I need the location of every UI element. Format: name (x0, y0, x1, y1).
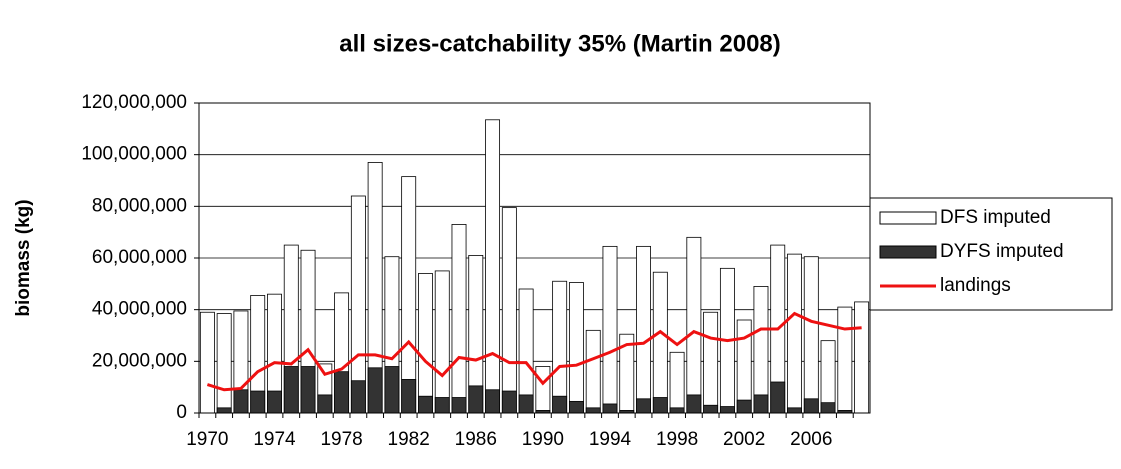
bar (233, 389, 249, 414)
x-tick-label: 1974 (253, 429, 296, 450)
bar (451, 224, 467, 414)
bar (703, 404, 719, 414)
legend-label: landings (940, 275, 1011, 296)
y-axis-label: biomass (kg) (13, 199, 34, 316)
bar (719, 406, 735, 414)
bar (703, 311, 719, 414)
bar (384, 366, 400, 414)
chart-title: all sizes-catchability 35% (Martin 2008) (339, 30, 781, 57)
bar (434, 270, 450, 414)
bar (854, 301, 870, 414)
y-tick-label: 100,000,000 (81, 144, 187, 165)
bar (803, 256, 819, 414)
bar (753, 286, 769, 414)
bar (585, 407, 601, 414)
bar (636, 398, 651, 414)
y-tick-label: 60,000,000 (92, 247, 187, 268)
bar (820, 402, 836, 414)
x-tick-label: 1978 (320, 429, 362, 450)
bar (518, 288, 534, 414)
bar (535, 366, 551, 414)
bar (803, 398, 819, 414)
bar (501, 207, 517, 414)
bar (636, 245, 651, 414)
bar (300, 366, 316, 414)
y-tick-label: 0 (176, 402, 187, 423)
bar (602, 245, 618, 414)
bar (568, 282, 584, 414)
bar (468, 385, 484, 414)
bar (485, 389, 501, 414)
bar (669, 407, 685, 414)
y-tick-label: 40,000,000 (92, 299, 187, 320)
bar (334, 371, 350, 414)
bar (753, 394, 769, 414)
bar (401, 379, 417, 414)
bar (199, 311, 215, 414)
bar (401, 176, 417, 414)
bar (669, 351, 685, 414)
y-tick-label: 120,000,000 (81, 92, 187, 113)
x-tick-label: 2002 (723, 429, 765, 450)
bar (602, 403, 618, 414)
bar (216, 313, 232, 414)
bar (350, 380, 366, 414)
x-tick-label: 2006 (790, 429, 832, 450)
bar (770, 381, 786, 414)
bar (485, 119, 501, 414)
bar (652, 271, 668, 414)
bar (787, 253, 802, 414)
bar (820, 340, 836, 414)
bar (787, 407, 802, 414)
legend-label: DYFS imputed (940, 241, 1064, 262)
x-tick-label: 1998 (656, 429, 698, 450)
x-tick-label: 1994 (589, 429, 632, 450)
bar (317, 394, 333, 414)
bar (552, 395, 568, 414)
bar (418, 273, 433, 414)
legend-label: DFS imputed (940, 207, 1051, 228)
bar (216, 407, 232, 414)
legend-swatch (879, 245, 937, 259)
x-tick-label: 1986 (455, 429, 497, 450)
bar (652, 397, 668, 414)
bar (736, 399, 752, 414)
bar (585, 329, 601, 414)
bar (518, 394, 534, 414)
x-tick-label: 1970 (186, 429, 228, 450)
bar (434, 397, 450, 414)
bar (837, 306, 853, 414)
x-tick-label: 1982 (388, 429, 430, 450)
bar (283, 366, 299, 414)
legend-swatch (879, 211, 937, 225)
y-tick-label: 80,000,000 (92, 195, 187, 216)
bar (418, 395, 433, 414)
bar (451, 397, 467, 414)
bar (686, 236, 702, 414)
bar (267, 390, 282, 414)
x-tick-label: 1990 (522, 429, 564, 450)
bar (552, 280, 568, 414)
bar (686, 394, 702, 414)
bar (367, 367, 383, 414)
line (206, 311, 862, 392)
y-tick-label: 20,000,000 (92, 350, 187, 371)
bar (568, 400, 584, 414)
bar (250, 390, 266, 414)
bar (501, 390, 517, 414)
